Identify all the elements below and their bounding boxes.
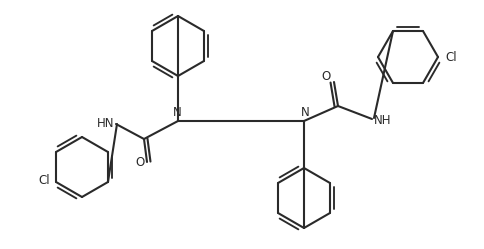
Text: N: N bbox=[301, 106, 309, 119]
Text: O: O bbox=[136, 155, 145, 169]
Text: NH: NH bbox=[374, 114, 392, 126]
Text: Cl: Cl bbox=[445, 51, 457, 63]
Text: N: N bbox=[173, 106, 182, 119]
Text: Cl: Cl bbox=[38, 174, 50, 187]
Text: O: O bbox=[321, 69, 331, 82]
Text: HN: HN bbox=[97, 117, 115, 129]
